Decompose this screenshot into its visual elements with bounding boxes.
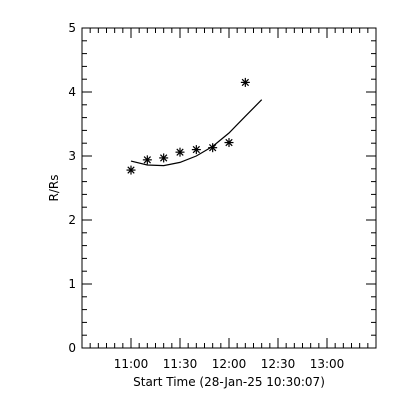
- y-axis-title: R/Rs: [47, 175, 61, 202]
- data-point-stroke: [241, 78, 249, 87]
- data-point-stroke: [209, 144, 217, 152]
- y-tick-label: 3: [68, 149, 76, 163]
- y-tick-label: 4: [68, 85, 76, 99]
- data-point-stroke: [160, 154, 168, 162]
- data-point-stroke: [143, 156, 151, 164]
- data-point: [240, 77, 250, 87]
- y-tick-label: 1: [68, 277, 76, 291]
- x-tick-label: 12:00: [212, 357, 247, 371]
- x-tick-label: 11:30: [163, 357, 198, 371]
- x-axis-title: Start Time (28-Jan-25 10:30:07): [133, 375, 325, 389]
- data-point: [175, 147, 185, 157]
- x-tick-label: 11:00: [114, 357, 149, 371]
- data-point-stroke: [225, 138, 233, 147]
- fit-curve: [130, 99, 263, 167]
- data-point: [159, 153, 169, 163]
- data-point: [191, 145, 201, 155]
- axis-ticks: [81, 27, 377, 349]
- data-point-stroke: [127, 166, 135, 174]
- data-point-stroke: [176, 148, 184, 156]
- data-point: [126, 165, 136, 175]
- x-tick-label: 13:00: [310, 357, 345, 371]
- axis-tick-labels: 11:00 11:30 12:00 12:30 13:00 0 1 2 3 4 5: [68, 21, 344, 371]
- data-point: [142, 155, 152, 165]
- fit-curve-group: [130, 99, 263, 167]
- data-markers: [126, 77, 250, 175]
- data-point: [224, 138, 234, 148]
- data-point: [208, 143, 218, 153]
- x-tick-label: 12:30: [261, 357, 296, 371]
- y-tick-label: 2: [68, 213, 76, 227]
- y-tick-label: 5: [68, 21, 76, 35]
- y-tick-label: 0: [68, 341, 76, 355]
- data-point-stroke: [192, 145, 200, 154]
